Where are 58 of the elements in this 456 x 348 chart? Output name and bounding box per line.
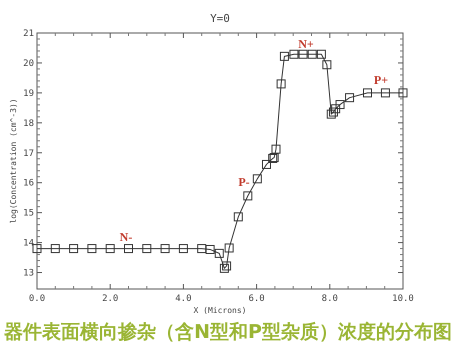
point — [214, 248, 224, 258]
point — [289, 50, 298, 59]
point — [178, 244, 188, 254]
point — [197, 244, 206, 254]
point — [124, 244, 133, 254]
point — [276, 79, 286, 88]
annotation: P- — [238, 175, 250, 189]
point — [316, 50, 326, 59]
annotation: N+ — [298, 37, 314, 51]
y-tick-label: 14 — [23, 238, 34, 249]
point — [69, 244, 78, 254]
point — [331, 104, 340, 114]
x-tick-label: 8.0 — [322, 294, 338, 304]
annotation: N- — [120, 230, 132, 244]
point — [328, 108, 338, 117]
y-tick-label: 18 — [23, 118, 34, 129]
point — [298, 50, 308, 59]
point — [272, 144, 280, 154]
point — [32, 244, 42, 254]
x-axis-title: X (Microns) — [194, 306, 246, 315]
y-tick-label: 20 — [23, 58, 34, 69]
x-tick-label: 4.0 — [175, 294, 192, 304]
y-tick-label: 17 — [23, 148, 34, 159]
point — [363, 88, 372, 98]
point — [50, 244, 60, 254]
point — [345, 93, 354, 102]
y-tick-label: 16 — [23, 178, 34, 189]
point — [280, 52, 289, 61]
point — [160, 244, 170, 254]
point — [308, 50, 317, 59]
annotation: P+ — [374, 73, 388, 87]
point — [87, 244, 96, 254]
y-tick-label: 13 — [23, 268, 34, 279]
point — [142, 244, 152, 254]
point — [220, 264, 229, 273]
point — [322, 60, 332, 70]
point — [106, 244, 115, 254]
point — [243, 191, 252, 200]
point — [336, 100, 345, 110]
point — [262, 160, 271, 169]
y-tick-label: 19 — [23, 88, 34, 99]
point — [224, 243, 234, 252]
y-tick-label: 21 — [23, 29, 34, 39]
x-tick-label: 10.0 — [392, 294, 414, 304]
x-tick-label: 2.0 — [102, 294, 118, 304]
y-axis-title: log(Concentration (cm^-3)) — [9, 98, 18, 224]
x-tick-label: 0.0 — [28, 294, 46, 304]
y-tick-label: 15 — [23, 208, 34, 219]
point — [326, 110, 336, 119]
point — [380, 88, 390, 98]
point — [398, 88, 408, 98]
text: 器件表面横向掺杂（含N型和P型杂质）浓度的分布图 — [4, 321, 452, 343]
point — [222, 261, 232, 270]
chart-title: Y=0 — [210, 12, 230, 25]
point — [234, 212, 243, 222]
point — [206, 244, 215, 254]
x-tick-label: 6.0 — [248, 294, 265, 304]
point — [252, 174, 262, 184]
